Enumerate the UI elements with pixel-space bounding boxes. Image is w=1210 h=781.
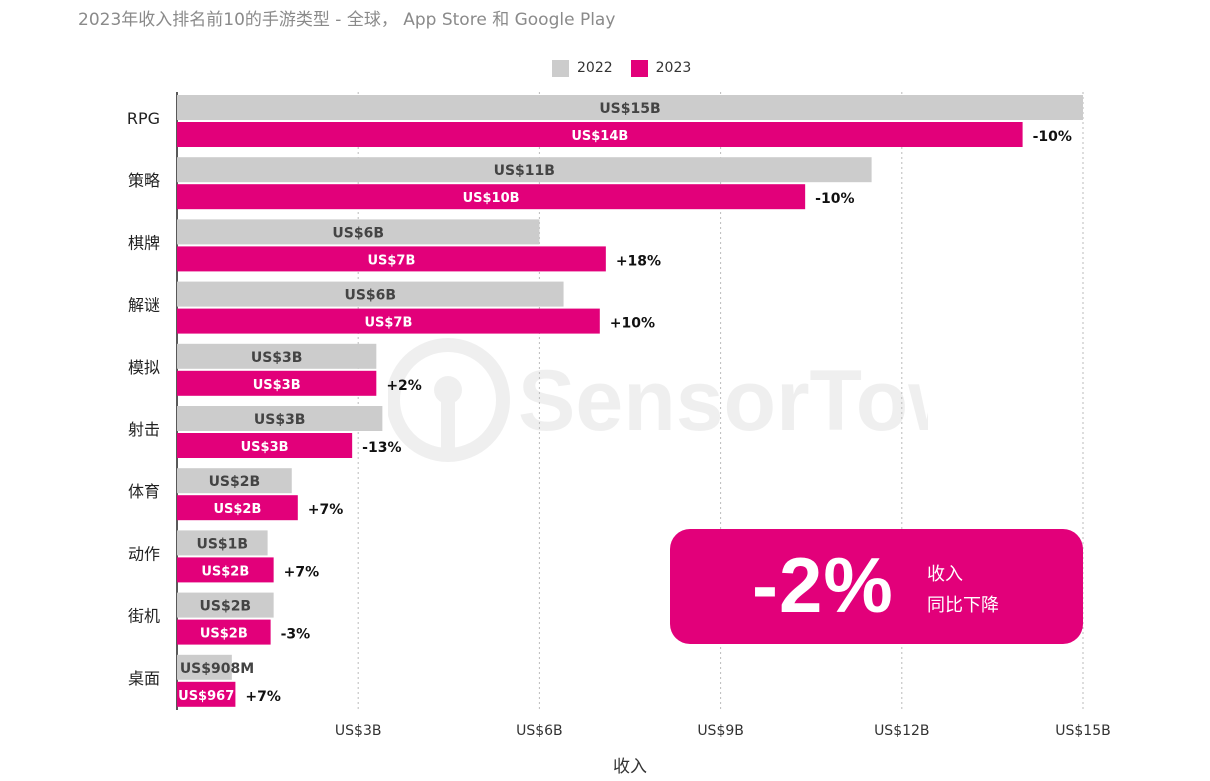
- category-label: 解谜: [128, 296, 160, 315]
- data-label-2023: US$3B: [241, 440, 289, 455]
- bar-2023: [177, 184, 806, 210]
- data-label-2023: US$2B: [201, 564, 249, 579]
- data-label-2023: US$14B: [571, 129, 628, 144]
- data-label-2022: US$1B: [196, 536, 248, 552]
- legend-label-2022: 2022: [577, 60, 613, 76]
- x-axis-title: 收入: [613, 757, 647, 777]
- category-label: RPG: [127, 109, 160, 128]
- bar-2022: [177, 530, 268, 556]
- yoy-change-label: -10%: [815, 191, 854, 207]
- category-label: 策略: [128, 171, 160, 190]
- category-label: 桌面: [128, 669, 160, 688]
- bar-2023: [177, 557, 274, 583]
- data-label-2022: US$2B: [200, 599, 252, 615]
- legend-item-2022: 2022: [552, 59, 613, 77]
- category-label: 棋牌: [128, 233, 160, 252]
- data-label-2022: US$6B: [332, 225, 384, 241]
- callout-caption: 收入 同比下降: [927, 559, 999, 621]
- yoy-change-label: +7%: [284, 564, 320, 580]
- yoy-change-label: +7%: [308, 502, 344, 518]
- legend-swatch-2022: [552, 59, 569, 77]
- bar-2022: [177, 281, 564, 307]
- yoy-change-label: -13%: [362, 440, 401, 456]
- bar-2023: [177, 370, 377, 396]
- bar-2023: [177, 308, 600, 334]
- legend: 2022 2023: [552, 58, 709, 78]
- data-label-2023: US$3B: [253, 378, 301, 393]
- x-tick-label: US$9B: [697, 723, 744, 739]
- data-label-2023: US$10B: [463, 191, 520, 206]
- callout-line2: 同比下降: [927, 595, 999, 616]
- category-label: 射击: [128, 420, 160, 439]
- callout-value: -2%: [752, 541, 894, 629]
- data-label-2022: US$6B: [344, 288, 396, 304]
- callout-line1: 收入: [927, 564, 963, 585]
- bar-2023: [177, 122, 1023, 147]
- bar-2023: [177, 681, 236, 707]
- bar-2022: [177, 343, 377, 369]
- data-label-2022: US$3B: [251, 350, 303, 366]
- x-tick-label: US$12B: [874, 723, 929, 739]
- bar-2022: [177, 406, 383, 431]
- category-label: 动作: [128, 544, 160, 563]
- data-label-2022: US$908M: [180, 661, 254, 677]
- data-label-2023: US$7B: [364, 316, 412, 331]
- x-tick-label: US$15B: [1055, 723, 1110, 739]
- category-label: 体育: [128, 482, 160, 501]
- x-tick-label: US$6B: [516, 723, 563, 739]
- yoy-change-label: -10%: [1033, 129, 1072, 145]
- bar-2023: [177, 619, 271, 645]
- category-label: 街机: [128, 607, 160, 626]
- data-label-2022: US$11B: [494, 163, 555, 179]
- bar-2022: [177, 468, 292, 494]
- yoy-change-label: +18%: [616, 253, 661, 269]
- yoy-change-label: +2%: [386, 378, 422, 394]
- category-label: 模拟: [128, 358, 160, 377]
- yoy-change-label: +7%: [245, 689, 281, 705]
- legend-item-2023: 2023: [630, 59, 692, 77]
- bar-2022: [177, 219, 540, 245]
- yoy-change-label: +10%: [610, 316, 655, 332]
- data-label-2023: US$967: [178, 689, 234, 704]
- yoy-change-label: -3%: [281, 627, 311, 643]
- data-label-2022: US$3B: [254, 412, 306, 428]
- data-label-2023: US$2B: [213, 502, 261, 517]
- bar-2022: [177, 95, 1083, 120]
- x-tick-label: US$3B: [335, 723, 382, 739]
- bar-2023: [177, 433, 353, 458]
- bar-2023: [177, 246, 606, 272]
- data-label-2023: US$7B: [367, 253, 415, 268]
- data-label-2023: US$2B: [200, 627, 248, 642]
- chart-title: 2023年收入排名前10的手游类型 - 全球， App Store 和 Goog…: [78, 10, 616, 30]
- bar-2022: [177, 654, 232, 680]
- legend-label-2023: 2023: [655, 60, 692, 76]
- legend-swatch-2023: [630, 59, 648, 77]
- bar-2022: [177, 157, 872, 183]
- bar-2023: [177, 495, 298, 521]
- yoy-callout: -2% 收入 同比下降: [670, 529, 1083, 644]
- data-label-2022: US$2B: [209, 474, 261, 490]
- data-label-2022: US$15B: [599, 101, 660, 117]
- bar-2022: [177, 592, 274, 618]
